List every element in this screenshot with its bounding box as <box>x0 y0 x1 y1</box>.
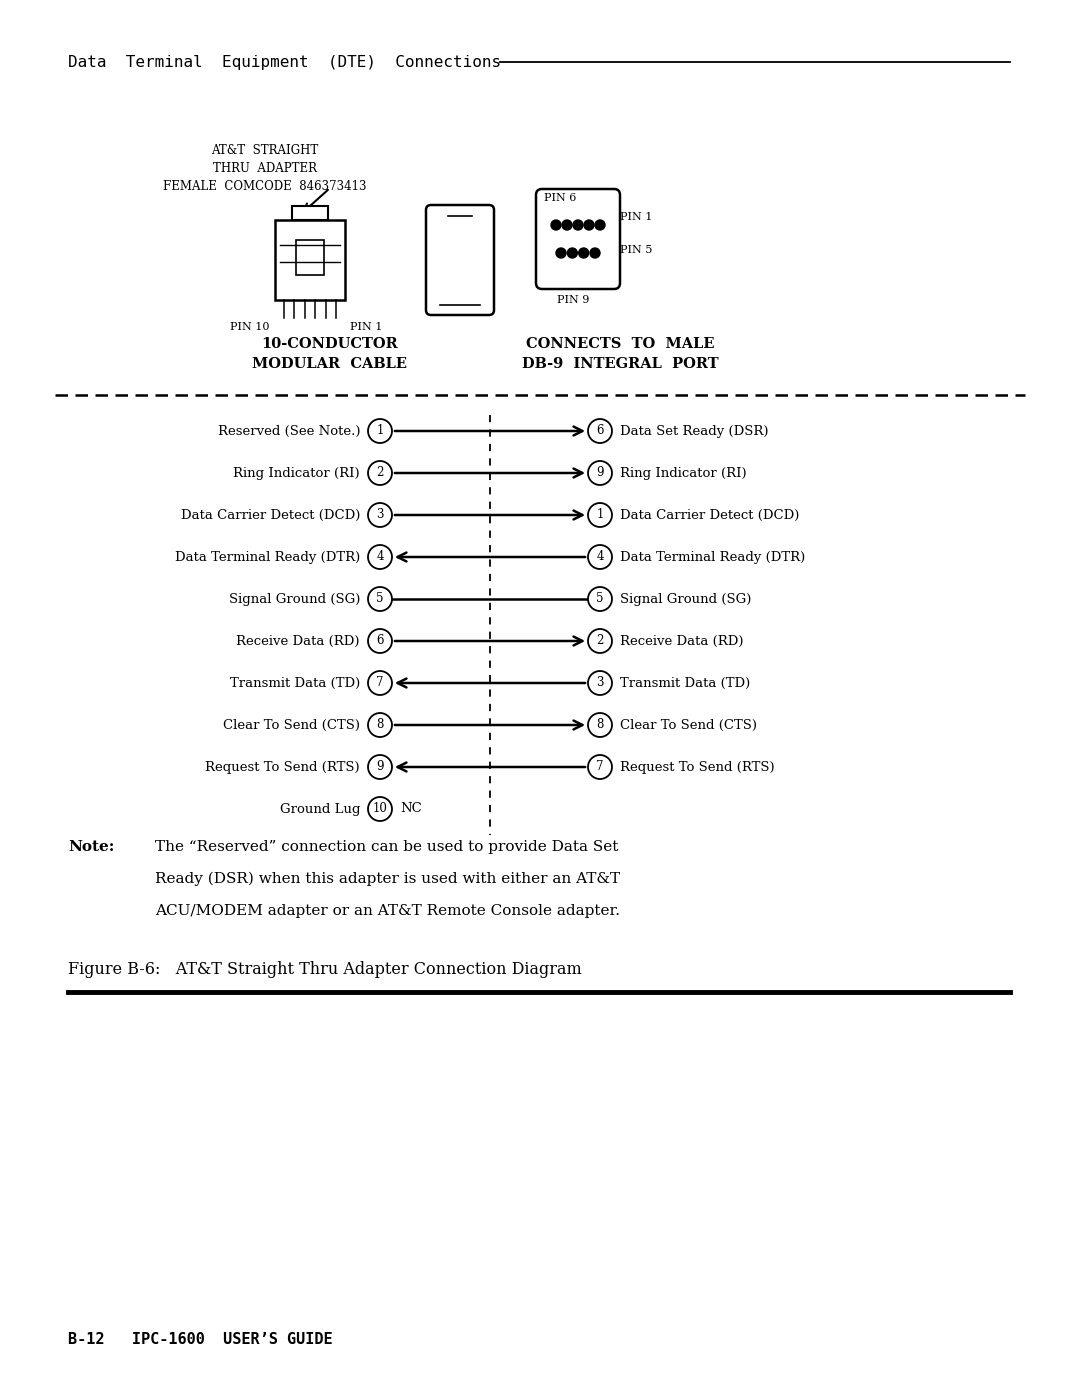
Text: Ring Indicator (RI): Ring Indicator (RI) <box>233 466 360 480</box>
Circle shape <box>573 220 583 230</box>
Text: PIN 10: PIN 10 <box>230 322 270 332</box>
Text: AT&T  STRAIGHT: AT&T STRAIGHT <box>212 144 319 156</box>
Text: Reserved (See Note.): Reserved (See Note.) <box>217 424 360 438</box>
Text: 4: 4 <box>376 551 383 564</box>
Text: Ground Lug: Ground Lug <box>280 802 360 816</box>
Bar <box>292 206 328 220</box>
FancyBboxPatch shape <box>426 205 494 315</box>
Text: 2: 2 <box>596 635 604 647</box>
Circle shape <box>590 248 600 258</box>
Circle shape <box>368 545 392 569</box>
Text: 6: 6 <box>376 635 383 647</box>
Text: Transmit Data (TD): Transmit Data (TD) <box>230 677 360 689</box>
Text: PIN 5: PIN 5 <box>620 246 652 255</box>
Text: FEMALE  COMCODE  846373413: FEMALE COMCODE 846373413 <box>163 180 367 193</box>
Text: Clear To Send (CTS): Clear To Send (CTS) <box>222 718 360 731</box>
Text: 3: 3 <box>596 677 604 689</box>
Bar <box>296 240 324 275</box>
Circle shape <box>588 460 612 485</box>
Circle shape <box>368 460 392 485</box>
Circle shape <box>588 418 612 444</box>
Text: Receive Data (RD): Receive Data (RD) <box>237 635 360 647</box>
Circle shape <box>567 248 578 258</box>
Text: MODULAR  CABLE: MODULAR CABLE <box>253 357 407 371</box>
FancyBboxPatch shape <box>536 188 620 289</box>
Circle shape <box>562 220 572 230</box>
Text: 5: 5 <box>376 593 383 605</box>
Text: 4: 4 <box>596 551 604 564</box>
Circle shape <box>579 248 589 258</box>
Text: 3: 3 <box>376 509 383 522</box>
Circle shape <box>368 587 392 611</box>
Text: PIN 1: PIN 1 <box>350 322 382 332</box>
Text: DB-9  INTEGRAL  PORT: DB-9 INTEGRAL PORT <box>522 357 718 371</box>
Circle shape <box>556 248 566 258</box>
Circle shape <box>588 629 612 653</box>
Text: Data Carrier Detect (DCD): Data Carrier Detect (DCD) <box>180 509 360 522</box>
Circle shape <box>584 220 594 230</box>
Text: PIN 6: PIN 6 <box>544 193 577 204</box>
Circle shape <box>551 220 561 230</box>
Text: Data Terminal Ready (DTR): Data Terminal Ready (DTR) <box>620 551 806 564</box>
Text: 10-CONDUCTOR: 10-CONDUCTOR <box>261 338 399 352</box>
Text: Data Set Ready (DSR): Data Set Ready (DSR) <box>620 424 769 438</box>
Circle shape <box>588 671 612 695</box>
Text: 5: 5 <box>596 593 604 605</box>
Circle shape <box>588 587 612 611</box>
Circle shape <box>368 504 392 527</box>
Text: CONNECTS  TO  MALE: CONNECTS TO MALE <box>526 338 714 352</box>
Text: Clear To Send (CTS): Clear To Send (CTS) <box>620 718 757 731</box>
Circle shape <box>588 755 612 778</box>
Text: PIN 1: PIN 1 <box>620 212 652 222</box>
Text: ACU/MODEM adapter or an AT&T Remote Console adapter.: ACU/MODEM adapter or an AT&T Remote Cons… <box>156 904 620 918</box>
Text: 10: 10 <box>373 802 388 816</box>
Text: B-12   IPC-1600  USER’S GUIDE: B-12 IPC-1600 USER’S GUIDE <box>68 1332 333 1348</box>
Text: Receive Data (RD): Receive Data (RD) <box>620 635 743 647</box>
Text: 7: 7 <box>596 760 604 773</box>
Bar <box>275 220 345 300</box>
Circle shape <box>368 629 392 653</box>
Text: Signal Ground (SG): Signal Ground (SG) <box>229 593 360 605</box>
Circle shape <box>368 713 392 737</box>
Text: 9: 9 <box>376 760 383 773</box>
Text: PIN 9: PIN 9 <box>557 294 590 306</box>
Text: 8: 8 <box>596 718 604 731</box>
Text: 9: 9 <box>596 466 604 480</box>
Text: NC: NC <box>400 802 422 816</box>
Text: Ring Indicator (RI): Ring Indicator (RI) <box>620 466 746 480</box>
Text: 1: 1 <box>596 509 604 522</box>
Text: Request To Send (RTS): Request To Send (RTS) <box>620 760 774 773</box>
Text: 6: 6 <box>596 424 604 438</box>
Text: Data Terminal Ready (DTR): Data Terminal Ready (DTR) <box>175 551 360 564</box>
Text: Data  Terminal  Equipment  (DTE)  Connections: Data Terminal Equipment (DTE) Connection… <box>68 54 501 70</box>
Text: Transmit Data (TD): Transmit Data (TD) <box>620 677 751 689</box>
Text: Ready (DSR) when this adapter is used with either an AT&T: Ready (DSR) when this adapter is used wi… <box>156 872 620 886</box>
Circle shape <box>368 797 392 822</box>
Circle shape <box>368 755 392 778</box>
Text: Signal Ground (SG): Signal Ground (SG) <box>620 593 752 605</box>
Text: Figure B-6:   AT&T Straight Thru Adapter Connection Diagram: Figure B-6: AT&T Straight Thru Adapter C… <box>68 961 582 978</box>
Text: Request To Send (RTS): Request To Send (RTS) <box>205 760 360 773</box>
Circle shape <box>368 418 392 444</box>
Text: Note:: Note: <box>68 840 114 854</box>
Text: 7: 7 <box>376 677 383 689</box>
Text: 1: 1 <box>376 424 383 438</box>
Text: Data Carrier Detect (DCD): Data Carrier Detect (DCD) <box>620 509 799 522</box>
Text: The “Reserved” connection can be used to provide Data Set: The “Reserved” connection can be used to… <box>156 840 619 854</box>
Circle shape <box>595 220 605 230</box>
Text: 8: 8 <box>376 718 383 731</box>
Text: THRU  ADAPTER: THRU ADAPTER <box>213 162 318 174</box>
Circle shape <box>588 504 612 527</box>
Circle shape <box>588 713 612 737</box>
Circle shape <box>588 545 612 569</box>
Circle shape <box>368 671 392 695</box>
Text: 2: 2 <box>376 466 383 480</box>
